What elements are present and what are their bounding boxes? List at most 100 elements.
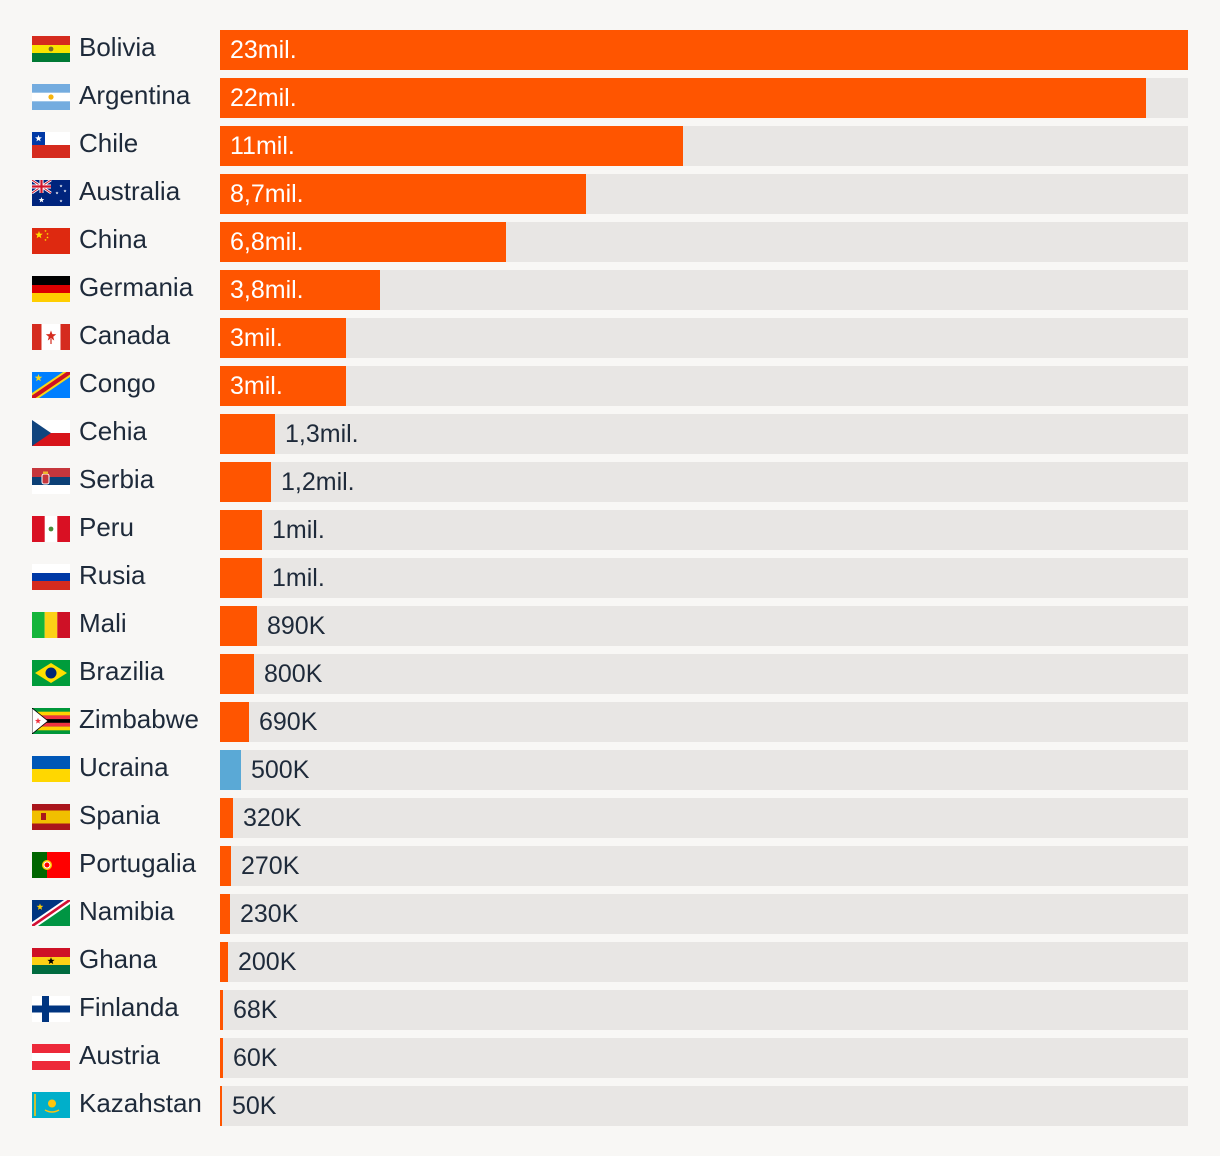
- bar-row: Portugalia 270K: [0, 846, 1220, 886]
- category-label: Mali: [79, 608, 127, 638]
- congo-flag-icon: [32, 372, 70, 398]
- data-label: 23mil.: [230, 36, 297, 64]
- bar-row: Chile 11mil.: [0, 126, 1220, 166]
- chile-flag-icon: [32, 132, 70, 158]
- bar-track: 22mil.: [220, 78, 1188, 118]
- argentina-flag-icon: [32, 84, 70, 110]
- bar: [220, 990, 223, 1030]
- bar-track: 1mil.: [220, 510, 1188, 550]
- data-label: 690K: [259, 708, 318, 736]
- china-flag-icon: [32, 228, 70, 254]
- category-label: Portugalia: [79, 848, 197, 878]
- bar-row: Rusia 1mil.: [0, 558, 1220, 598]
- category-label: Chile: [79, 128, 139, 158]
- bar-row: Zimbabwe 690K: [0, 702, 1220, 742]
- bar-track: 1mil.: [220, 558, 1188, 598]
- bar: [220, 222, 506, 262]
- ukraine-flag-icon: [32, 756, 70, 782]
- australia-flag-icon: [32, 180, 70, 206]
- bar: [220, 270, 380, 310]
- bar: [220, 174, 586, 214]
- category-label: Ucraina: [79, 752, 169, 782]
- category-label: Peru: [79, 512, 134, 542]
- bar: [220, 78, 1146, 118]
- bar-row: Kazahstan 50K: [0, 1086, 1220, 1126]
- bar-row: Serbia 1,2mil.: [0, 462, 1220, 502]
- bar: [220, 510, 262, 550]
- bar-row: Austria 60K: [0, 1038, 1220, 1078]
- bar-track: 320K: [220, 798, 1188, 838]
- data-label: 11mil.: [230, 132, 295, 160]
- bar: [220, 1086, 222, 1126]
- canada-flag-icon: [32, 324, 70, 350]
- bar: [220, 654, 254, 694]
- bar-track: 1,2mil.: [220, 462, 1188, 502]
- category-label: Rusia: [79, 560, 146, 590]
- data-label: 1mil.: [272, 564, 325, 592]
- data-label: 800K: [264, 660, 323, 688]
- bar-track: 800K: [220, 654, 1188, 694]
- austria-flag-icon: [32, 1044, 70, 1070]
- bar: [220, 1038, 223, 1078]
- data-label: 6,8mil.: [230, 228, 304, 256]
- bar-track: 3,8mil.: [220, 270, 1188, 310]
- bar-track: 3mil.: [220, 318, 1188, 358]
- germany-flag-icon: [32, 276, 70, 302]
- bar-row: Peru 1mil.: [0, 510, 1220, 550]
- spain-flag-icon: [32, 804, 70, 830]
- ghana-flag-icon: [32, 948, 70, 974]
- bar-track: 270K: [220, 846, 1188, 886]
- category-label: Canada: [79, 320, 171, 350]
- namibia-flag-icon: [32, 900, 70, 926]
- data-label: 320K: [243, 804, 302, 832]
- finland-flag-icon: [32, 996, 70, 1022]
- bar: [220, 846, 231, 886]
- category-label: Kazahstan: [79, 1088, 202, 1118]
- bolivia-flag-icon: [32, 36, 70, 62]
- bar-track: 6,8mil.: [220, 222, 1188, 262]
- bar-row: Congo 3mil.: [0, 366, 1220, 406]
- kazakhstan-flag-icon: [32, 1092, 70, 1118]
- brazil-flag-icon: [32, 660, 70, 686]
- category-label: Congo: [79, 368, 156, 398]
- bar-track: 890K: [220, 606, 1188, 646]
- bar-row: Canada 3mil.: [0, 318, 1220, 358]
- bar-row: Mali 890K: [0, 606, 1220, 646]
- category-label: Ghana: [79, 944, 158, 974]
- czechia-flag-icon: [32, 420, 70, 446]
- bar: [220, 30, 1188, 70]
- bar-track: 500K: [220, 750, 1188, 790]
- data-label: 1,2mil.: [281, 468, 355, 496]
- bar-row: Brazilia 800K: [0, 654, 1220, 694]
- bar-row: Spania 320K: [0, 798, 1220, 838]
- bar: [220, 318, 346, 358]
- bar-row: Ucraina 500K: [0, 750, 1220, 790]
- data-label: 22mil.: [230, 84, 297, 112]
- bar-track: 50K: [220, 1086, 1188, 1126]
- bar-track: 60K: [220, 1038, 1188, 1078]
- bar-row: Bolivia 23mil.: [0, 30, 1220, 70]
- category-label: Austria: [79, 1040, 160, 1070]
- bar: [220, 606, 257, 646]
- serbia-flag-icon: [32, 468, 70, 494]
- category-label: Australia: [79, 176, 181, 206]
- bar: [220, 366, 346, 406]
- category-label: Zimbabwe: [79, 704, 199, 734]
- category-label: China: [79, 224, 147, 254]
- bar-track: 230K: [220, 894, 1188, 934]
- bar-track: 68K: [220, 990, 1188, 1030]
- bar-row: Argentina 22mil.: [0, 78, 1220, 118]
- category-label: Serbia: [79, 464, 155, 494]
- bar-track: 200K: [220, 942, 1188, 982]
- bar-track: 1,3mil.: [220, 414, 1188, 454]
- category-label: Spania: [79, 800, 160, 830]
- data-label: 3mil.: [230, 372, 283, 400]
- bar-row: Namibia 230K: [0, 894, 1220, 934]
- category-label: Brazilia: [79, 656, 165, 686]
- mali-flag-icon: [32, 612, 70, 638]
- bar-row: Germania 3,8mil.: [0, 270, 1220, 310]
- data-label: 230K: [240, 900, 299, 928]
- bar-track: 23mil.: [220, 30, 1188, 70]
- portugal-flag-icon: [32, 852, 70, 878]
- data-label: 270K: [241, 852, 300, 880]
